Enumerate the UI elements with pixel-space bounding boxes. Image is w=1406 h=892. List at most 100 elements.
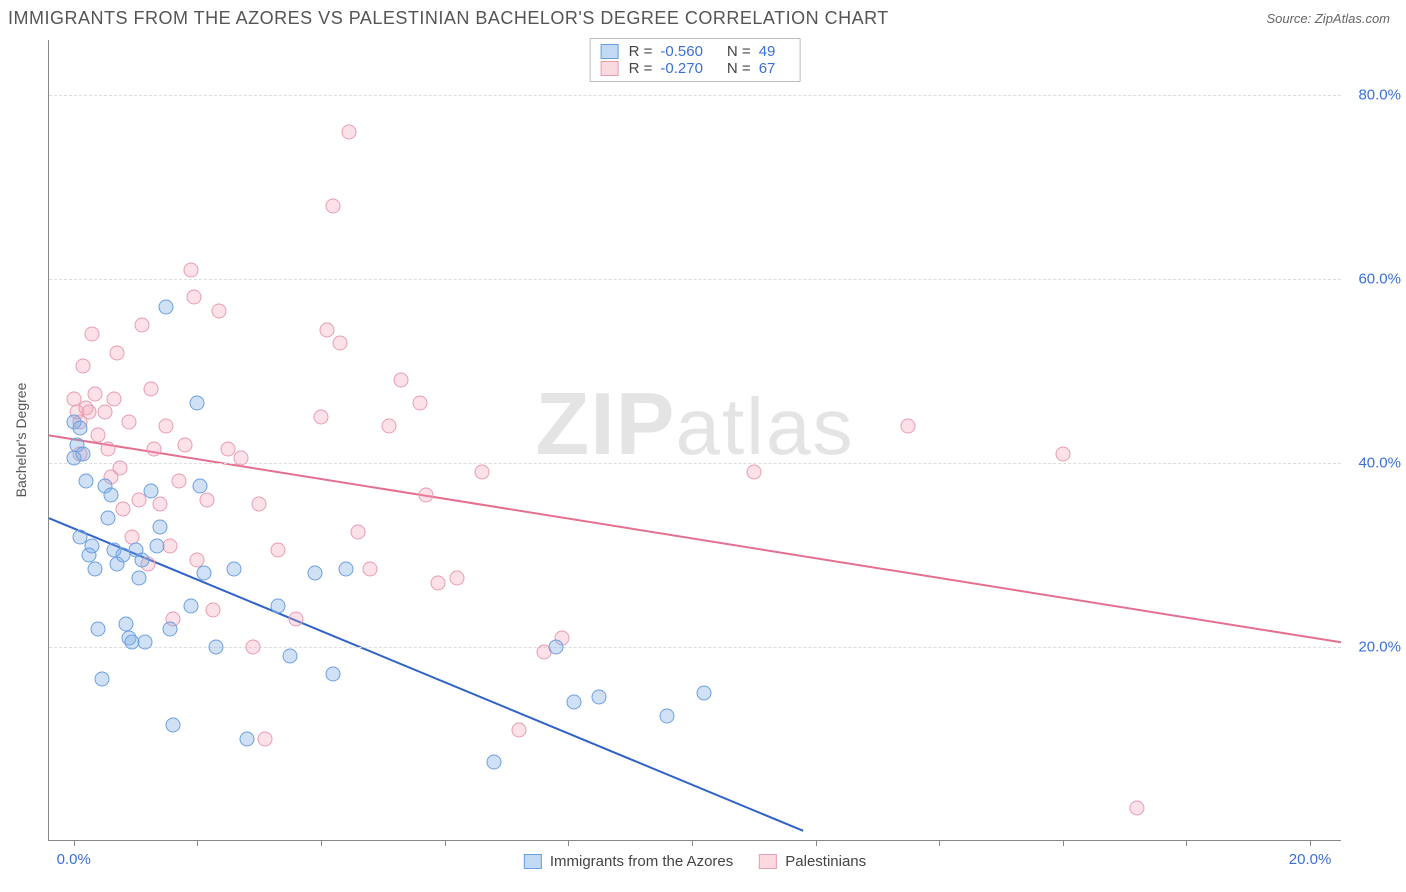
data-point xyxy=(227,561,242,576)
data-point xyxy=(338,561,353,576)
data-point xyxy=(165,718,180,733)
data-point xyxy=(153,497,168,512)
data-point xyxy=(159,419,174,434)
data-point xyxy=(474,465,489,480)
data-point xyxy=(88,561,103,576)
data-point xyxy=(82,405,97,420)
data-point xyxy=(162,621,177,636)
data-point xyxy=(150,538,165,553)
data-point xyxy=(125,529,140,544)
n-label: N = xyxy=(727,60,751,77)
data-point xyxy=(76,446,91,461)
x-tick xyxy=(321,840,322,846)
data-point xyxy=(326,667,341,682)
data-point xyxy=(153,520,168,535)
source-label: Source: ZipAtlas.com xyxy=(1266,11,1390,26)
x-tick xyxy=(74,840,75,846)
data-point xyxy=(171,474,186,489)
data-point xyxy=(184,262,199,277)
data-point xyxy=(100,511,115,526)
data-point xyxy=(131,570,146,585)
data-point xyxy=(412,396,427,411)
data-point xyxy=(190,396,205,411)
gridline xyxy=(49,95,1341,96)
data-point xyxy=(190,552,205,567)
x-tick xyxy=(445,840,446,846)
data-point xyxy=(97,405,112,420)
data-point xyxy=(1055,446,1070,461)
data-point xyxy=(72,421,87,436)
data-point xyxy=(283,649,298,664)
data-point xyxy=(106,391,121,406)
data-point xyxy=(159,299,174,314)
x-tick xyxy=(1310,840,1311,846)
data-point xyxy=(252,497,267,512)
y-tick-label: 40.0% xyxy=(1358,454,1401,471)
data-point xyxy=(85,327,100,342)
x-tick xyxy=(568,840,569,846)
swatch-a-icon xyxy=(601,44,619,59)
x-tick-label: 0.0% xyxy=(57,851,91,868)
data-point xyxy=(116,501,131,516)
data-point xyxy=(548,639,563,654)
scatter-plot: Bachelor's Degree ZIPatlas R = -0.560 N … xyxy=(48,40,1341,841)
data-point xyxy=(196,566,211,581)
x-tick xyxy=(939,840,940,846)
data-point xyxy=(208,639,223,654)
legend-entry-b: Palestinians xyxy=(759,853,866,870)
data-point xyxy=(419,488,434,503)
data-point xyxy=(246,639,261,654)
stats-row-b: R = -0.270 N = 67 xyxy=(601,60,790,77)
legend-label-a: Immigrants from the Azores xyxy=(550,853,733,870)
x-tick-label: 20.0% xyxy=(1289,851,1332,868)
data-point xyxy=(187,290,202,305)
data-point xyxy=(289,612,304,627)
data-point xyxy=(233,451,248,466)
x-tick xyxy=(816,840,817,846)
data-point xyxy=(91,621,106,636)
data-point xyxy=(351,524,366,539)
x-tick xyxy=(1186,840,1187,846)
data-point xyxy=(382,419,397,434)
data-point xyxy=(184,598,199,613)
x-tick xyxy=(692,840,693,846)
data-point xyxy=(239,731,254,746)
stats-legend: R = -0.560 N = 49 R = -0.270 N = 67 xyxy=(590,38,801,82)
data-point xyxy=(91,428,106,443)
data-point xyxy=(94,672,109,687)
data-point xyxy=(258,731,273,746)
data-point xyxy=(113,460,128,475)
data-point xyxy=(134,318,149,333)
legend-entry-a: Immigrants from the Azores xyxy=(524,853,733,870)
data-point xyxy=(137,635,152,650)
data-point xyxy=(332,336,347,351)
swatch-a-icon xyxy=(524,854,542,869)
data-point xyxy=(746,465,761,480)
data-point xyxy=(592,690,607,705)
data-point xyxy=(205,603,220,618)
y-tick-label: 60.0% xyxy=(1358,271,1401,288)
data-point xyxy=(341,124,356,139)
r-label: R = xyxy=(629,43,653,60)
data-point xyxy=(326,198,341,213)
gridline xyxy=(49,647,1341,648)
data-point xyxy=(134,552,149,567)
data-point xyxy=(110,345,125,360)
data-point xyxy=(103,488,118,503)
data-point xyxy=(88,387,103,402)
data-point xyxy=(147,442,162,457)
data-point xyxy=(320,322,335,337)
gridline xyxy=(49,279,1341,280)
x-tick xyxy=(197,840,198,846)
data-point xyxy=(178,437,193,452)
swatch-b-icon xyxy=(759,854,777,869)
data-point xyxy=(363,561,378,576)
r-value-b: -0.270 xyxy=(660,60,703,77)
data-point xyxy=(270,598,285,613)
data-point xyxy=(307,566,322,581)
n-label: N = xyxy=(727,43,751,60)
y-tick-label: 80.0% xyxy=(1358,87,1401,104)
data-point xyxy=(1130,800,1145,815)
trend-lines xyxy=(49,40,1341,840)
data-point xyxy=(100,442,115,457)
